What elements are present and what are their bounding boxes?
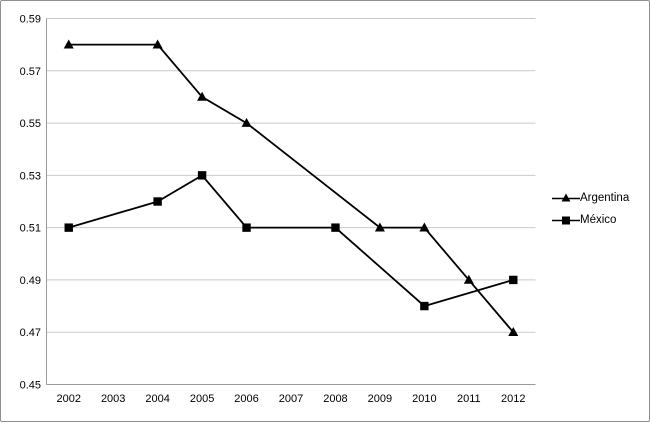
- marker-argentina-2009: [374, 222, 385, 232]
- y-axis-tick-label: 0.51: [20, 223, 41, 235]
- y-axis-tick-label: 0.59: [20, 14, 41, 26]
- x-axis-tick-label: 2011: [457, 393, 481, 405]
- square-marker-icon: [552, 216, 580, 225]
- marker-argentina-2005: [197, 91, 208, 101]
- marker-argentina-2011: [463, 274, 474, 284]
- marker-mexico-2012: [509, 275, 518, 285]
- legend: Argentina México: [552, 190, 629, 228]
- x-axis-tick-label: 2010: [412, 393, 436, 405]
- x-axis-tick-label: 2012: [501, 393, 525, 405]
- marker-argentina-2006: [241, 117, 252, 127]
- y-axis-tick-label: 0.49: [20, 275, 41, 287]
- series-line-mexico: [68, 174, 514, 308]
- legend-label-argentina: Argentina: [580, 192, 630, 204]
- marker-mexico-2006: [242, 223, 251, 232]
- y-axis-tick-label: 0.57: [20, 66, 41, 78]
- x-axis-tick-label: 2003: [101, 393, 125, 405]
- marker-mexico-2002: [64, 223, 73, 232]
- legend-item-argentina: Argentina: [552, 190, 629, 206]
- x-axis-tick-label: 2008: [323, 393, 347, 405]
- x-axis-tick-label: 2007: [279, 393, 303, 405]
- y-axis-tick-label: 0.53: [20, 170, 41, 182]
- marker-mexico-2005: [197, 171, 207, 180]
- y-axis-tick-label: 0.45: [20, 380, 41, 392]
- triangle-marker-icon: [552, 193, 580, 202]
- x-axis-tick-label: 2009: [368, 393, 392, 405]
- y-axis-tick-label: 0.47: [20, 327, 41, 339]
- marker-argentina-2002: [63, 39, 74, 49]
- x-axis-tick-label: 2002: [56, 393, 80, 405]
- legend-label-mexico: México: [580, 214, 617, 226]
- legend-item-mexico: México: [552, 212, 629, 228]
- x-axis-tick-label: 2005: [190, 393, 214, 405]
- x-axis-tick-label: 2004: [145, 393, 169, 405]
- marker-mexico-2010: [420, 301, 429, 311]
- marker-mexico-2004: [153, 197, 162, 206]
- marker-argentina-2012: [508, 327, 519, 337]
- x-axis-tick-label: 2006: [234, 393, 258, 405]
- marker-argentina-2004: [152, 39, 163, 49]
- marker-mexico-2008: [331, 223, 340, 232]
- marker-argentina-2010: [419, 222, 430, 232]
- series-line-argentina: [68, 43, 514, 333]
- y-axis-tick-label: 0.55: [20, 118, 41, 130]
